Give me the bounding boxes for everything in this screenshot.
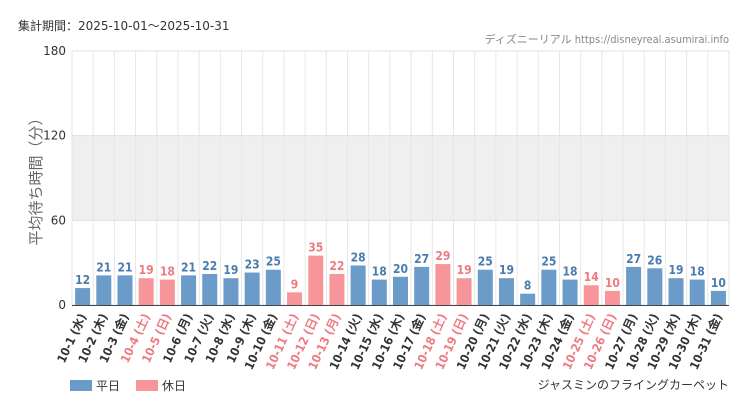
bar [583,285,599,305]
shaded-band [72,135,729,221]
bar [647,268,663,305]
bar [604,290,620,305]
bar [498,278,514,305]
value-label: 25 [266,255,281,269]
value-label: 8 [524,279,532,293]
bar [371,279,387,305]
value-label: 18 [690,265,705,279]
x-axis-ticks: 10-1 (水)10-2 (木)10-3 (金)10-4 (土)10-5 (日)… [53,311,725,372]
bar [626,266,642,305]
period-label: 集計期間：2025-10-01～2025-10-31 [18,18,229,33]
bar [350,265,366,305]
value-label: 10 [605,276,620,290]
bar [308,255,324,305]
value-label: 21 [181,260,196,274]
value-label: 19 [669,263,684,277]
legend-swatch-holiday [136,380,158,391]
value-label: 27 [414,252,429,266]
value-label: 19 [139,263,154,277]
y-tick-label: 120 [43,129,66,143]
bar [541,269,557,305]
bar [159,279,175,305]
bars [75,255,726,305]
value-label: 18 [372,265,387,279]
bar [414,266,430,305]
bar [138,278,154,305]
y-axis-ticks: 0 60 120 180 [43,44,66,312]
legend-swatch-weekday [70,380,92,391]
bar [96,275,112,305]
plot-area: 12 21 21 19 18 21 22 19 23 25 9 35 22 28 18 20 27 29 19 25 1… [71,50,730,306]
legend-label-weekday: 平日 [96,379,120,393]
bar [393,276,408,305]
value-label: 9 [291,277,299,291]
legend: 平日 休日 [70,379,186,393]
value-label: 10 [711,276,726,290]
value-label: 20 [393,262,408,276]
value-label: 14 [584,270,600,284]
y-tick-label: 60 [51,213,66,227]
value-label: 25 [478,255,493,269]
value-label: 18 [563,265,578,279]
value-label: 19 [499,263,514,277]
y-tick-label: 0 [58,298,66,312]
bar [668,278,684,305]
bar [117,275,133,305]
value-label: 22 [329,259,344,273]
value-label: 26 [647,253,662,267]
value-label: 18 [160,265,175,279]
bar [181,275,197,305]
bar [435,264,451,305]
value-label: 35 [308,241,323,255]
y-tick-label: 180 [43,44,66,58]
site-credit: ディズニーリアル https://disneyreal.asumirai.inf… [485,32,729,46]
value-label: 22 [202,259,217,273]
grid [71,50,730,306]
bar [456,278,472,305]
value-label: 29 [435,249,450,263]
bar [329,273,345,305]
value-labels: 12 21 21 19 18 21 22 19 23 25 9 35 22 28 18 20 27 29 19 25 1… [75,241,726,293]
value-label: 21 [117,260,132,274]
bar [710,290,726,305]
bar [562,279,578,305]
value-label: 12 [75,273,90,287]
value-label: 21 [96,260,111,274]
bar [223,278,239,305]
value-label: 19 [457,263,472,277]
bar [75,288,91,305]
legend-label-holiday: 休日 [162,379,186,393]
bar [689,279,705,305]
value-label: 25 [541,255,556,269]
bar [287,292,303,305]
bar [520,293,536,305]
value-label: 19 [223,263,238,277]
bar [202,273,218,305]
value-label: 27 [626,252,641,266]
value-label: 28 [351,250,366,264]
bar [244,272,260,305]
y-axis-label: 平均待ち時間（分） [27,110,45,245]
bar [265,269,281,305]
attraction-name: ジャスミンのフライングカーペット [538,378,729,392]
bar [477,269,493,305]
value-label: 23 [245,258,260,272]
